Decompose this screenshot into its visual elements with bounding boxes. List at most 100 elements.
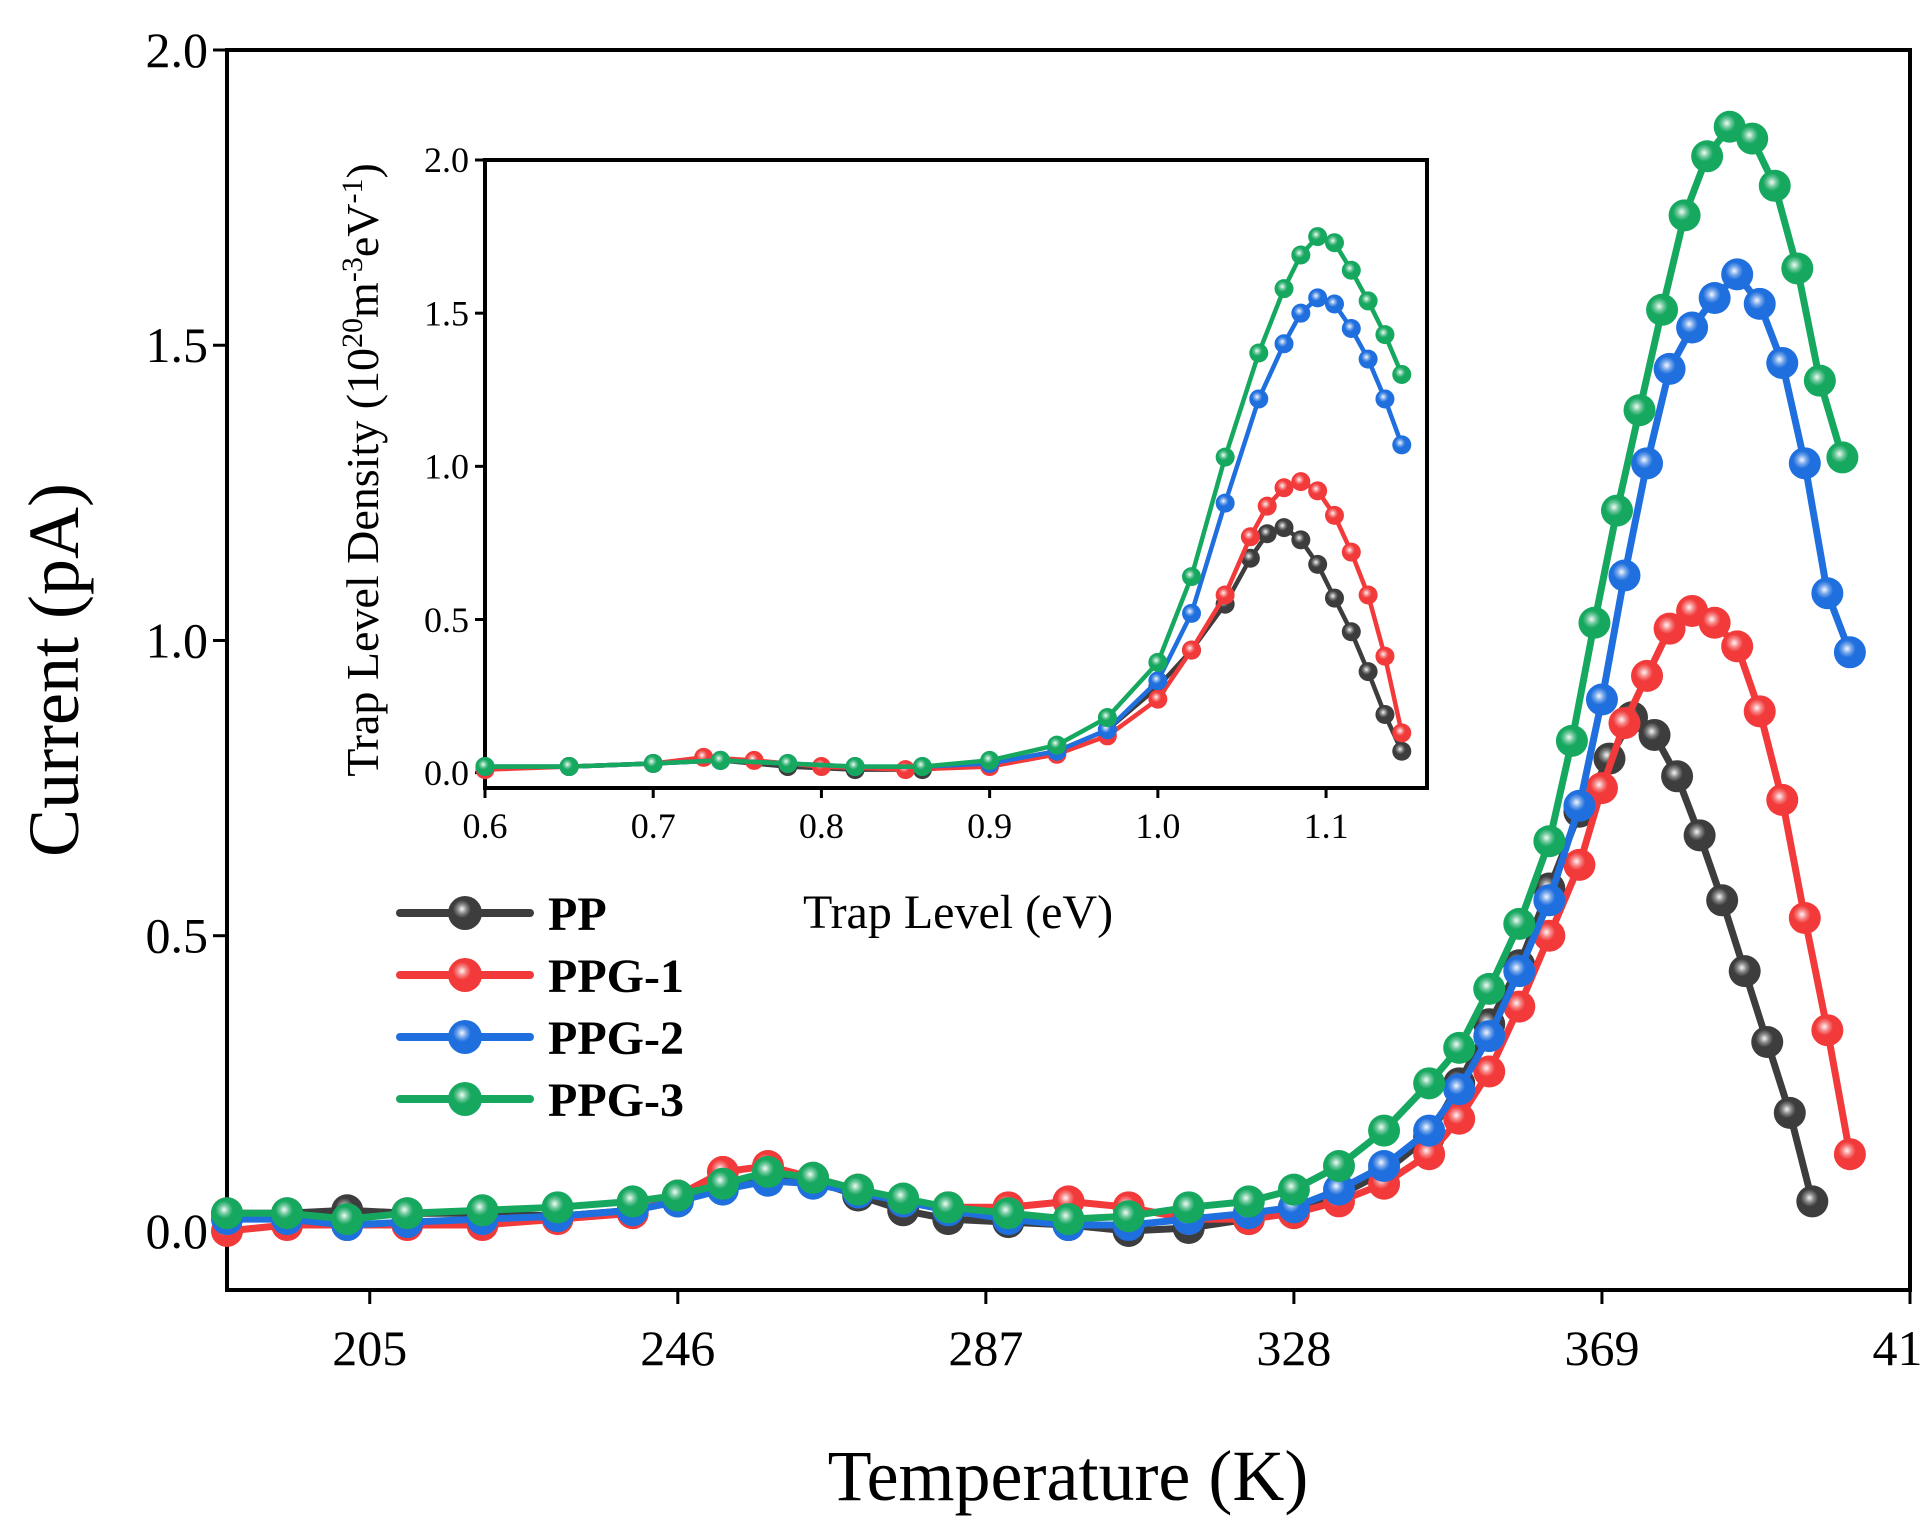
main-data-point	[1533, 825, 1566, 858]
marker-highlight	[1378, 327, 1389, 338]
marker-highlight	[1327, 590, 1338, 602]
main-x-tick-label: 287	[948, 1320, 1023, 1376]
marker-highlight	[1293, 474, 1305, 485]
main-data-point	[211, 1197, 243, 1230]
inset-data-point	[1148, 652, 1168, 672]
main-x-tick-label: 246	[640, 1320, 715, 1376]
inset-y-title-text: Trap Level Density (10	[337, 348, 388, 777]
main-data-point	[1833, 1138, 1866, 1171]
marker-highlight	[1695, 143, 1714, 162]
main-data-point	[1277, 1173, 1310, 1206]
main-data-point	[1585, 772, 1618, 805]
marker-highlight	[1447, 1106, 1466, 1125]
inset-data-point	[1308, 227, 1328, 247]
inset-data-point	[1249, 343, 1269, 363]
main-data-point	[1736, 122, 1769, 155]
main-data-point	[1631, 447, 1664, 480]
inset-data-point	[1324, 588, 1344, 608]
marker-highlight	[646, 756, 657, 767]
main-data-point	[1473, 1055, 1506, 1088]
marker-highlight	[1243, 550, 1254, 562]
marker-highlight	[1567, 793, 1586, 812]
marker-highlight	[1394, 437, 1406, 449]
marker-highlight	[1293, 532, 1305, 543]
marker-highlight	[915, 759, 926, 770]
marker-highlight	[395, 1200, 414, 1219]
inset-data-point	[912, 757, 932, 777]
main-data-point	[1638, 718, 1671, 751]
marker-highlight	[1755, 1029, 1774, 1048]
marker-highlight	[696, 750, 708, 761]
main-plot-frame	[225, 48, 1912, 1292]
inset-y-title-text: eV	[337, 204, 388, 258]
main-data-point	[1443, 1073, 1476, 1106]
marker-highlight	[1361, 351, 1372, 363]
main-data-point	[1826, 441, 1859, 474]
inset-x-tick-label: 1.0	[1135, 806, 1180, 846]
main-data-point	[1112, 1200, 1145, 1233]
marker-highlight	[1830, 445, 1849, 463]
main-data-point	[1766, 783, 1799, 816]
marker-highlight	[1177, 1195, 1195, 1213]
marker-highlight	[1327, 1153, 1345, 1172]
marker-highlight	[1725, 634, 1744, 652]
marker-highlight	[1612, 710, 1631, 729]
legend-swatch-highlight	[453, 962, 471, 980]
inset-y-title-text: )	[337, 163, 388, 178]
main-data-point	[1788, 447, 1821, 480]
inset-data-point	[845, 757, 865, 777]
main-data-point	[1608, 559, 1641, 592]
marker-highlight	[1394, 725, 1406, 736]
main-data-point	[1533, 884, 1566, 917]
main-data-point	[616, 1185, 649, 1218]
legend-swatch-highlight	[453, 1086, 471, 1104]
inset-data-point	[1392, 723, 1412, 743]
marker-highlight	[1277, 480, 1288, 491]
main-data-point	[1413, 1114, 1446, 1147]
marker-highlight	[1251, 391, 1263, 403]
main-data-point	[1683, 819, 1716, 852]
main-data-point	[1676, 311, 1709, 344]
main-data-point	[1443, 1031, 1476, 1064]
inset-data-point	[1274, 478, 1294, 498]
marker-highlight	[1361, 587, 1372, 599]
marker-highlight	[1642, 722, 1661, 741]
main-data-point	[1661, 760, 1694, 793]
main-data-point	[1473, 1020, 1506, 1053]
marker-highlight	[1056, 1189, 1075, 1207]
marker-highlight	[846, 1177, 865, 1195]
main-data-point	[1781, 252, 1814, 285]
inset-data-point	[1375, 704, 1395, 724]
marker-highlight	[756, 1159, 774, 1178]
marker-highlight	[1507, 994, 1526, 1012]
inset-data-point	[1324, 294, 1344, 314]
marker-highlight	[1447, 1035, 1466, 1054]
marker-highlight	[1710, 887, 1729, 906]
marker-highlight	[1184, 642, 1196, 654]
main-data-point	[1322, 1150, 1355, 1182]
inset-data-point	[1341, 318, 1361, 338]
inset-data-point	[1358, 349, 1378, 369]
marker-highlight	[1635, 451, 1653, 469]
main-data-point	[391, 1197, 424, 1230]
marker-highlight	[1310, 483, 1322, 494]
inset-data-point	[1341, 622, 1361, 642]
marker-highlight	[1394, 743, 1406, 755]
main-data-point	[1503, 990, 1536, 1023]
main-data-point	[842, 1173, 875, 1206]
main-x-tick-label: 205	[332, 1320, 407, 1376]
marker-highlight	[1717, 114, 1736, 133]
marker-highlight	[1507, 911, 1526, 930]
marker-highlight	[1477, 1023, 1496, 1042]
main-data-point	[1646, 293, 1679, 326]
marker-highlight	[801, 1165, 819, 1184]
inset-data-point	[1097, 708, 1117, 728]
marker-highlight	[1344, 544, 1355, 556]
inset-series-layer	[475, 227, 1412, 780]
inset-data-point	[1291, 472, 1311, 492]
main-data-point	[1563, 789, 1596, 822]
inset-x-tick-label: 0.8	[799, 806, 844, 846]
main-data-point	[1052, 1203, 1085, 1236]
marker-highlight	[1260, 526, 1271, 537]
inset-series-line	[485, 234, 1404, 769]
